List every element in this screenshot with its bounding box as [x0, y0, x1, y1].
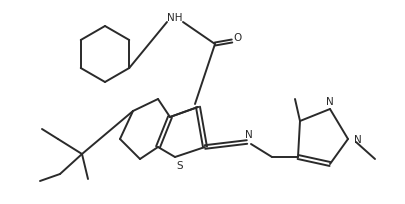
- Text: O: O: [233, 33, 241, 43]
- Text: N: N: [353, 134, 361, 144]
- Text: N: N: [245, 129, 252, 139]
- Text: N: N: [325, 96, 333, 106]
- Text: NH: NH: [167, 13, 182, 23]
- Text: S: S: [176, 160, 183, 170]
